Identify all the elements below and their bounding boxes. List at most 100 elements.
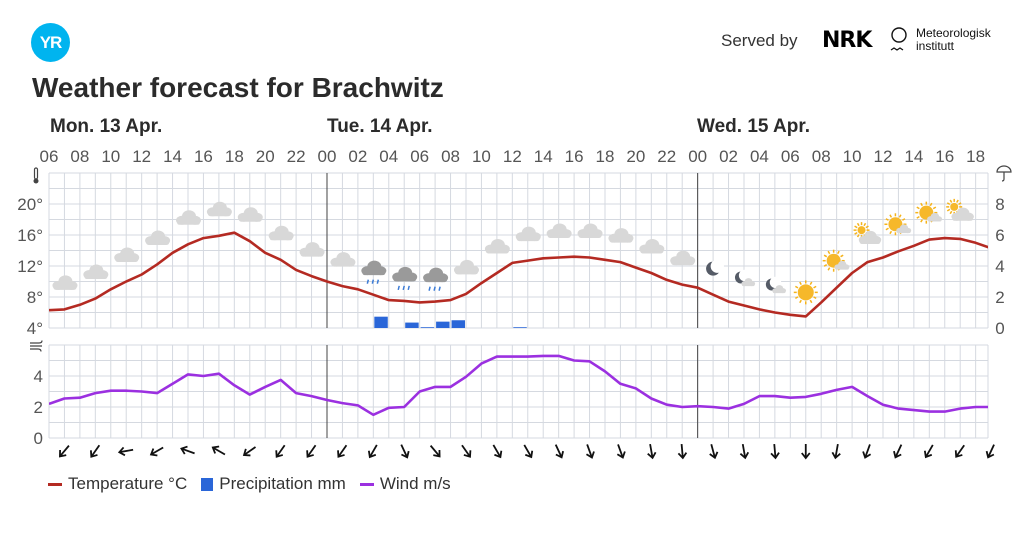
arrow-shaft: [925, 444, 934, 457]
arrow-head: [242, 448, 251, 457]
wind-direction-arrow-icon: [461, 444, 472, 458]
hour-label: 22: [657, 147, 676, 166]
yr-logo[interactable]: YR: [31, 23, 70, 62]
page-title: Weather forecast for Brachwitz: [32, 72, 444, 103]
arrow-shaft: [276, 444, 286, 457]
legend-precipitation[interactable]: Precipitation mm: [219, 474, 346, 493]
weather-symbol-cloudy-icon: [237, 207, 263, 222]
weather-symbol-cloudy-icon: [206, 201, 232, 217]
hour-label: 02: [719, 147, 738, 166]
wind-axis-tick: 2: [34, 398, 43, 417]
met-logo-line2: institutt: [916, 39, 955, 53]
sun-ray: [799, 299, 802, 304]
wind-direction-arrow-icon: [306, 444, 317, 458]
weather-symbol-cloudy-icon: [114, 247, 140, 262]
arrow-head: [801, 452, 811, 460]
arrow-shaft: [182, 448, 195, 455]
rain-drop: [397, 285, 400, 291]
arrow-head: [211, 445, 220, 454]
weather-symbol-rain-icon: [392, 266, 418, 291]
sun-ray: [956, 199, 959, 203]
wind-direction-arrow-icon: [211, 445, 226, 456]
weather-symbol-cloudy-icon: [52, 275, 78, 290]
sun-ray: [823, 264, 828, 267]
hour-label: 08: [812, 147, 831, 166]
wind-shape: [30, 340, 43, 352]
rain-drop: [402, 285, 405, 291]
nrk-logo[interactable]: NRK: [822, 28, 872, 53]
cloud-base: [485, 247, 509, 254]
hour-label: 18: [596, 147, 615, 166]
arrow-head: [117, 446, 126, 457]
cloud-base: [454, 268, 478, 275]
arrow-head: [770, 452, 780, 460]
arrow-head: [90, 450, 98, 458]
sun-ray: [854, 225, 858, 229]
sun-ray: [958, 202, 962, 206]
wind-direction-arrow-icon: [180, 445, 195, 455]
arrow-head: [985, 450, 995, 459]
arrow-head: [831, 451, 841, 460]
hour-label: 22: [287, 147, 306, 166]
hour-label: 06: [781, 147, 800, 166]
wind-line: [49, 354, 988, 417]
arrow-head: [275, 450, 284, 458]
weather-symbol-rain-icon: [361, 260, 387, 284]
weather-symbol-partly-cloudy-day-icon: [915, 201, 943, 224]
sun-ray: [863, 222, 867, 227]
sun-disc: [857, 226, 866, 235]
sun-ray: [827, 267, 831, 271]
hour-label: 14: [904, 147, 923, 166]
temp-axis-tick: 12°: [17, 257, 43, 276]
hour-label: 04: [379, 147, 398, 166]
wind-direction-arrow-icon: [801, 444, 811, 460]
legend-wind[interactable]: Wind m/s: [379, 474, 451, 493]
sun-ray: [885, 227, 889, 231]
precipitation-bar: [405, 322, 419, 328]
umbrella-shape: [996, 165, 1012, 182]
wind-direction-arrow-icon: [59, 445, 70, 458]
arrow-shaft: [59, 445, 70, 457]
weather-symbol-cloudy-icon: [175, 210, 201, 225]
arrow-head: [59, 449, 67, 458]
wind-direction-arrow-icon: [90, 444, 101, 458]
sun-ray: [794, 296, 799, 300]
cloud-base: [547, 232, 571, 238]
wind-direction-arrow-icon: [554, 444, 564, 459]
sun-ray: [856, 222, 860, 227]
met-institute-logo[interactable]: Meteorologisk institutt: [916, 27, 991, 53]
cloud-base: [927, 218, 942, 222]
arrow-shaft: [834, 443, 839, 458]
rain-drop: [428, 286, 431, 291]
sun-ray: [901, 218, 906, 221]
wind-direction-arrow-icon: [677, 443, 688, 460]
hour-label: 20: [626, 147, 645, 166]
sun-disc: [919, 205, 934, 220]
sun-ray: [889, 214, 893, 218]
served-by-label: Served by: [721, 31, 798, 50]
weather-symbol-cloudy-icon: [145, 230, 171, 245]
sun-ray: [949, 199, 953, 203]
precipitation-bar: [374, 316, 388, 328]
arrow-head: [862, 451, 872, 459]
legend-temperature[interactable]: Temperature °C: [68, 474, 188, 493]
arrow-head: [367, 450, 377, 459]
wind-direction-arrow-icon: [985, 444, 995, 459]
sun-ray: [813, 296, 817, 300]
arrow-head: [923, 450, 933, 459]
arrow-shaft: [554, 444, 563, 457]
arrow-head: [893, 450, 902, 459]
wind-direction-arrow-icon: [616, 444, 626, 459]
weather-symbol-partly-cloudy-day-small-sun-icon: [853, 222, 882, 244]
arrow-shaft: [773, 443, 777, 458]
hour-label: 14: [163, 147, 182, 166]
sun-ray: [809, 281, 813, 285]
sun-ray: [840, 254, 844, 258]
hour-label: 14: [534, 147, 553, 166]
day-label-wed: Wed. 15 Apr.: [697, 116, 810, 137]
cloud-base: [671, 259, 695, 266]
sun-ray: [898, 214, 902, 218]
cloud-base: [516, 235, 540, 242]
arrow-shaft: [710, 444, 716, 458]
weather-symbol-cloudy-icon: [484, 238, 510, 254]
